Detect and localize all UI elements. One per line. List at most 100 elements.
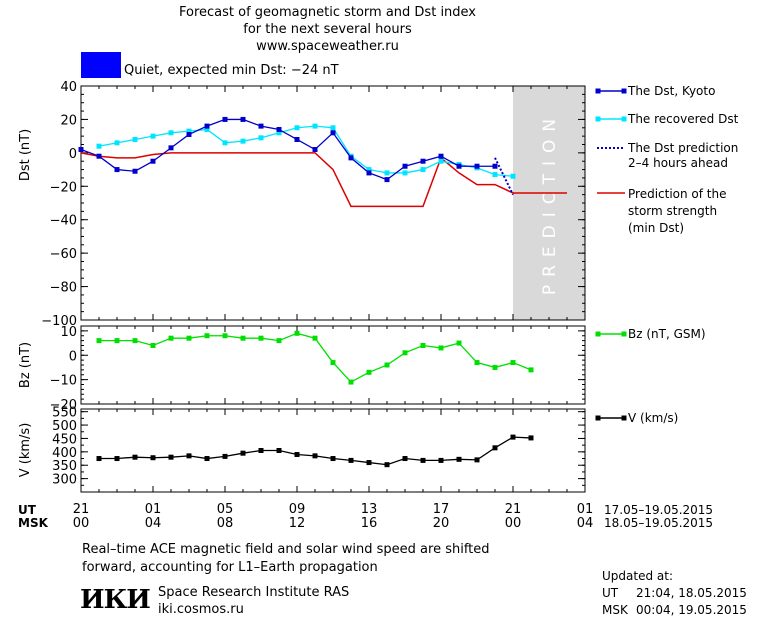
y-axis-label-panel-2: Bz (nT) [18, 342, 33, 388]
speed-point [384, 462, 390, 468]
speed-point [204, 456, 210, 462]
updated-msk-row: MSK 00:04, 19.05.2015 [602, 602, 747, 619]
bz-point [330, 360, 336, 366]
y-tick-label: 450 [52, 432, 77, 447]
recovered-dst-point [510, 173, 516, 179]
bz-point [456, 340, 462, 346]
prediction-band-label: PREDICTION [540, 111, 560, 295]
speed-point [348, 457, 354, 463]
bz-point [168, 335, 174, 341]
recovered-dst-point [150, 133, 156, 139]
speed-point [114, 456, 120, 462]
bz-point [384, 362, 390, 368]
recovered-dst-point [330, 125, 336, 131]
updated-info: Updated at: UT 21:04, 18.05.2015 MSK 00:04… [602, 568, 747, 619]
bz-point [258, 335, 264, 341]
legend-recovered: The recovered Dst [628, 112, 739, 126]
iki-logo: ИКИ [80, 585, 151, 615]
ut-tick-label: 01 [577, 502, 594, 517]
recovered-dst-point [186, 128, 192, 134]
legend-prediction-line1: The Dst prediction [628, 141, 739, 155]
y-tick-label: 0 [69, 147, 77, 162]
ut-tick-label: 21 [73, 502, 90, 517]
legend-bz: Bz (nT, GSM) [628, 327, 706, 341]
bz-point [294, 330, 300, 336]
legend-recovered-swatch-marker [621, 116, 627, 122]
recovered-dst-point [204, 126, 210, 132]
y-tick-label: 550 [52, 406, 77, 421]
site-link[interactable]: www.spaceweather.ru [256, 39, 399, 54]
recovered-dst-point [222, 140, 228, 146]
bz-point [204, 333, 210, 339]
dst-kyoto-point [438, 153, 444, 159]
org-site-link[interactable]: iki.cosmos.ru [158, 602, 244, 617]
msk-date-range: 18.05–19.05.2015 [604, 516, 714, 530]
legend-recovered-swatch-marker [595, 116, 601, 122]
recovered-dst-point [366, 167, 372, 173]
dst-kyoto-point [78, 147, 84, 153]
title-line2: for the next several hours [243, 22, 412, 37]
recovered-dst-point [294, 125, 300, 131]
dst-kyoto-point [276, 126, 282, 132]
dst-kyoto-point [366, 170, 372, 176]
y-axis-label-panel-1: Dst (nT) [18, 129, 33, 181]
footer-note: Real–time ACE magnetic field and solar w… [82, 541, 490, 577]
speed-point [528, 435, 534, 441]
ut-tick-label: 01 [145, 502, 162, 517]
dst-kyoto-point [348, 155, 354, 161]
dst-kyoto-point [150, 158, 156, 164]
dst-kyoto-point [294, 136, 300, 142]
speed-line [99, 436, 532, 466]
dst-kyoto-point [240, 116, 246, 122]
legend-prediction: The Dst prediction 2–4 hours ahead [628, 141, 738, 171]
msk-tick-label: 04 [577, 516, 594, 530]
bz-point [474, 360, 480, 366]
dst-kyoto-point [222, 116, 228, 122]
ut-date-range: 17.05–19.05.2015 [604, 503, 714, 517]
y-tick-label: −40 [50, 214, 77, 229]
dst-kyoto-point [132, 168, 138, 174]
dst-kyoto-point [420, 158, 426, 164]
bz-point [240, 335, 246, 341]
speed-point [294, 452, 300, 458]
bz-point [510, 360, 516, 366]
dst-kyoto-point [330, 130, 336, 136]
bz-point [438, 345, 444, 351]
y-tick-label: −100 [41, 314, 77, 329]
dst-kyoto-point [114, 167, 120, 173]
bz-point [420, 343, 426, 348]
recovered-dst-point [492, 172, 498, 178]
storm-strength-line [80, 152, 567, 208]
dst-prediction-line [494, 157, 514, 196]
ut-tick-label: 09 [289, 502, 306, 517]
y-tick-label: −60 [50, 247, 77, 262]
y-tick-label: −20 [50, 180, 77, 195]
y-tick-label: 0 [69, 349, 77, 364]
speed-point [474, 457, 480, 463]
dst-kyoto-point [186, 131, 192, 137]
bz-point [312, 335, 318, 341]
msk-tick-label: 16 [361, 516, 378, 530]
updated-msk-value: 00:04, 19.05.2015 [636, 603, 747, 617]
legend-strength-line1: Prediction of the [628, 187, 727, 201]
legend-v-swatch-marker [595, 415, 601, 421]
dst-kyoto-point [258, 123, 264, 129]
y-tick-label: −20 [50, 398, 77, 413]
legend-prediction-line2: 2–4 hours ahead [628, 156, 728, 170]
bz-point [276, 338, 282, 344]
ut-axis-label: UT [18, 503, 36, 517]
msk-tick-label: 00 [73, 516, 90, 530]
msk-axis-label: MSK [18, 516, 48, 530]
bz-point [366, 369, 372, 375]
y-tick-label: 10 [60, 325, 77, 340]
recovered-dst-point [132, 136, 138, 142]
ut-tick-label: 13 [361, 502, 378, 517]
y-tick-label: 500 [52, 419, 77, 434]
msk-tick-label: 12 [289, 516, 306, 530]
dst-kyoto-point [474, 163, 480, 169]
legend-v: V (km/s) [628, 411, 679, 425]
speed-point [96, 456, 102, 462]
recovered-dst-point [312, 123, 318, 129]
recovered-dst-point [384, 170, 390, 176]
